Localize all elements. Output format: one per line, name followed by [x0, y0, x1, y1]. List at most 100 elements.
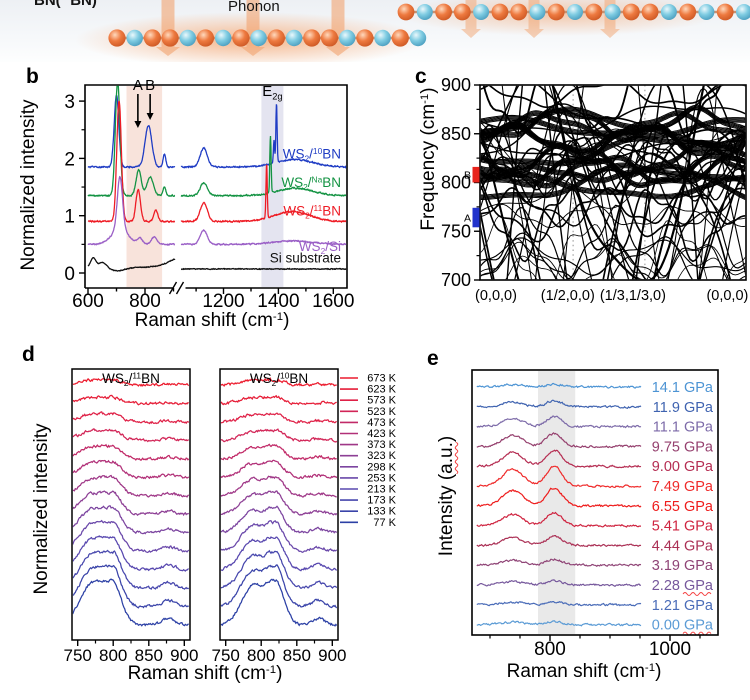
spectrum-curve [220, 412, 337, 424]
atom-blue [604, 4, 621, 20]
series-label: WS2/11BN [283, 203, 341, 221]
phonon-label: Phonon [228, 0, 280, 15]
x-tick-label: (0,0,0) [706, 288, 748, 304]
pressure-label: 2.28 GPa [652, 578, 714, 594]
panel-letter-d: d [22, 343, 35, 366]
pressure-label: 9.75 GPa [652, 439, 714, 455]
y-tick-label: 3 [64, 92, 75, 113]
spectrum-curve [87, 100, 347, 224]
spectrum-curve [476, 432, 642, 449]
spectrum-curve [72, 519, 190, 554]
atom-orange [435, 3, 452, 21]
atom-orange [510, 3, 528, 21]
y-tick-label: 1 [64, 207, 75, 228]
plot-frame [219, 368, 339, 641]
legend-label: 623 K [367, 384, 396, 396]
band-line [480, 128, 746, 280]
atom-orange [679, 3, 697, 21]
atom-orange [491, 3, 509, 21]
plot-frame [471, 369, 719, 636]
spectrum-curve [476, 511, 641, 528]
legend-label: 173 K [367, 495, 396, 507]
mode-label: E2g [262, 83, 282, 101]
isotope-label: 10BN(11BN) [24, 0, 97, 9]
spectrum-curve [72, 378, 190, 387]
legend-label: 213 K [367, 484, 396, 496]
wavy-underline-icon [682, 592, 712, 596]
series-label: WS2/NaBN [281, 175, 341, 193]
band-line [480, 121, 746, 158]
atom-orange [453, 3, 471, 21]
mode-marker-B [472, 166, 480, 183]
panel-letter-c: c [415, 65, 427, 88]
atom-blue [416, 4, 433, 20]
x-tick-label: 850 [283, 646, 311, 665]
spectrum-curve [476, 449, 642, 469]
spectrum-curve [72, 564, 190, 609]
atom-orange [622, 3, 640, 21]
subpanel-title: WS2/11BN [102, 371, 160, 389]
spectrum-curve [476, 465, 642, 489]
atom-blue [529, 4, 546, 20]
legend-label: 323 K [367, 450, 396, 462]
x-tick-label: 1200 [202, 291, 244, 312]
atom-blue [374, 29, 391, 47]
spectrum-curve [87, 85, 347, 198]
band-line [480, 122, 746, 159]
spectrum-curve [220, 459, 338, 480]
curves-group [72, 378, 190, 627]
band-line [480, 163, 746, 179]
spectrum-curve [72, 535, 189, 572]
atom-blue [126, 29, 143, 47]
atom-orange [303, 29, 321, 47]
band-line [480, 124, 746, 161]
highlight-band [126, 86, 163, 287]
spectrum-curve [476, 620, 642, 627]
spectrum-curve [476, 535, 642, 548]
plot-frame [84, 84, 348, 289]
legend-label: 373 K [367, 439, 396, 451]
chart-d-temperature-raman: 750 800 850 900 WS2/11BN 750 800 850 900 WS2/10BN… [64, 368, 397, 665]
band-line [480, 135, 746, 162]
x-tick-label: 800 [534, 639, 566, 660]
spectrum-curve [87, 256, 347, 272]
spectrum-curve [220, 443, 337, 461]
atom-blue [409, 29, 427, 47]
band-line [480, 167, 746, 184]
band-line [480, 123, 746, 160]
atom-blue [285, 29, 303, 47]
band-line [480, 174, 746, 199]
atom-orange [585, 3, 603, 21]
spectrum-curve [220, 564, 338, 609]
d-x-axis-label: Raman shift (cm-1) [127, 663, 283, 684]
spectrum-curve [72, 411, 190, 425]
mode-marker-label: A [464, 213, 471, 225]
pressure-label: 11.9 GPa [653, 400, 714, 416]
spectrum-curve [476, 579, 642, 588]
spectrum-curve [72, 578, 189, 627]
x-tick-label: 1600 [312, 291, 354, 312]
x-tick-label: 800 [99, 646, 127, 665]
panel-a-schematic: 10BN(11BN) Phonon [0, 0, 750, 62]
spectrum-curve [220, 490, 338, 516]
atom-orange [196, 29, 215, 47]
band-line [480, 166, 746, 183]
spectrum-curve [220, 520, 338, 553]
spectrum-curve [476, 415, 642, 429]
spectrum-curve [72, 443, 190, 461]
legend-label: 523 K [367, 406, 396, 418]
x-tick-label: 1000 [649, 639, 691, 660]
band-line [480, 173, 746, 198]
plot-frame [71, 368, 191, 641]
pressure-label: 9.00 GPa [652, 459, 714, 475]
chart-b-raman-spectra: 600 800 1200 1400 1600 0 1 2 3 WS2/10BN WS2/NaBN WS… [64, 77, 354, 312]
spectrum-curve [220, 536, 338, 572]
mode-marker-label: B [464, 170, 471, 182]
series-label: WS2/Si [299, 239, 341, 256]
legend-label: 673 K [367, 373, 396, 385]
spectrum-curve [220, 578, 338, 627]
band-line [480, 164, 746, 180]
pressure-label: 7.49 GPa [652, 479, 714, 495]
phonon-chain-graphic [75, 0, 750, 62]
x-tick-label: 900 [318, 646, 346, 665]
